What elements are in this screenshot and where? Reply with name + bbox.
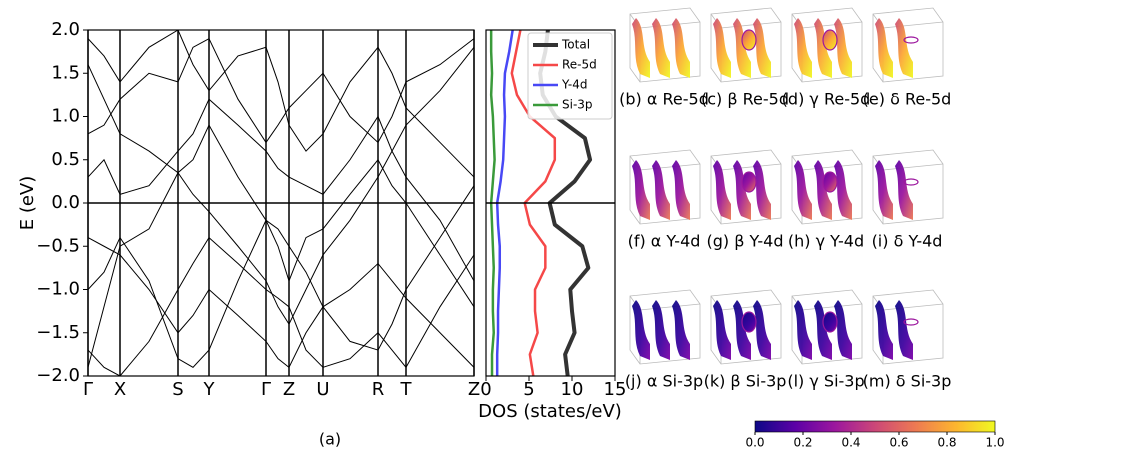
surface-pocket: [823, 30, 837, 50]
surface-sheet: [834, 18, 852, 78]
band-line: [88, 47, 474, 324]
surface-pocket: [742, 172, 756, 192]
band-line: [88, 99, 474, 281]
x-tick-label: Γ: [261, 379, 271, 400]
y-tick-label: 0.0: [51, 192, 80, 213]
legend-label: Y-4d: [561, 78, 588, 92]
fermi-surface: [873, 8, 943, 82]
surface-sheet: [834, 300, 852, 360]
panel-caption: (f) α Y-4d: [628, 232, 701, 251]
fermi-surface: [792, 8, 862, 82]
colorbar-tick-label: 0.6: [889, 436, 908, 450]
panel-caption: (c) β Re-5d: [701, 90, 789, 109]
surface-sheet: [652, 160, 670, 220]
surface-pocket: [823, 172, 837, 192]
panel-caption: (i) δ Y-4d: [872, 232, 943, 251]
surface-sheet: [672, 160, 690, 220]
surface-sheet: [672, 18, 690, 78]
panel-caption: (d) γ Re-5d: [782, 90, 871, 109]
surface-pocket: [823, 312, 837, 332]
colorbar-tick-label: 0.0: [745, 436, 764, 450]
x-tick-label: Γ: [83, 379, 93, 400]
x-tick-label: S: [172, 379, 183, 400]
x-axis-label: DOS (states/eV): [478, 401, 622, 422]
y-tick-label: −2.0: [36, 365, 80, 386]
fermi-surface: [792, 290, 862, 364]
fermi-surface: [873, 150, 943, 224]
y-tick-label: −1.0: [36, 279, 80, 300]
legend-label: Total: [561, 38, 590, 52]
x-tick-label: Y: [203, 379, 216, 400]
x-tick-label: 10: [561, 379, 584, 400]
legend-label: Re-5d: [562, 58, 597, 72]
panel-caption: (l) γ Si-3p: [787, 372, 864, 391]
x-tick-label: 5: [523, 379, 534, 400]
figure: E (eV) DOS (states/eV) (a) −2.0 −1.5 −1.0 −…: [0, 0, 1124, 461]
colorbar-tick-label: 0.4: [841, 436, 860, 450]
y-tick-label: −1.5: [36, 322, 80, 343]
x-tick-label: Z: [283, 379, 295, 400]
fermi-surface: [630, 150, 700, 224]
panel-caption: (j) α Si-3p: [625, 372, 703, 391]
surface-sheet: [834, 160, 852, 220]
panel-caption: (h) γ Y-4d: [788, 232, 864, 251]
fermi-surface: [873, 290, 943, 364]
fermi-surface: [711, 8, 781, 82]
surface-sheet: [895, 18, 913, 78]
surface-sheet: [753, 18, 771, 78]
band-line: [88, 238, 474, 376]
x-tick-label: Z: [468, 379, 480, 400]
band-line: [88, 30, 474, 177]
fermi-surface: [711, 290, 781, 364]
colorbar-tick-label: 0.8: [937, 436, 956, 450]
caption: (a): [319, 430, 341, 449]
colorbar-tick-label: 0.2: [793, 436, 812, 450]
surface-sheet: [753, 300, 771, 360]
y-tick-label: 1.0: [51, 106, 80, 127]
surface-sheet: [895, 300, 913, 360]
surface-pocket: [742, 312, 756, 332]
surface-sheet: [672, 300, 690, 360]
band-line: [88, 125, 474, 367]
x-tick-label: 0: [480, 379, 491, 400]
panel-caption: (b) α Re-5d: [619, 90, 709, 109]
fermi-surface: [630, 290, 700, 364]
panel-caption: (g) β Y-4d: [706, 232, 783, 251]
surface-sheet: [753, 160, 771, 220]
y-tick-label: −0.5: [36, 235, 80, 256]
y-tick-label: 1.5: [51, 62, 80, 83]
x-tick-label: X: [114, 379, 126, 400]
y-tick-label: 0.5: [51, 149, 80, 170]
surface-sheet: [652, 300, 670, 360]
panel-caption: (e) δ Re-5d: [863, 90, 952, 109]
fermi-surface: [792, 150, 862, 224]
legend-label: Si-3p: [562, 98, 593, 112]
panel-caption: (k) β Si-3p: [704, 372, 787, 391]
y-axis-label: E (eV): [17, 176, 38, 231]
surface-pocket: [742, 30, 756, 50]
x-tick-label: T: [400, 379, 413, 400]
colorbar-tick-label: 1.0: [985, 436, 1004, 450]
band-line: [88, 39, 474, 143]
y-tick-label: 2.0: [51, 19, 80, 40]
x-tick-label: U: [316, 379, 329, 400]
x-tick-label: R: [372, 379, 385, 400]
colorbar: [755, 421, 995, 432]
surface-sheet: [652, 18, 670, 78]
x-tick-label: 15: [604, 379, 627, 400]
fermi-surface: [630, 8, 700, 82]
band-line: [88, 186, 474, 368]
surface-sheet: [895, 160, 913, 220]
fermi-surface: [711, 150, 781, 224]
panel-caption: (m) δ Si-3p: [863, 372, 952, 391]
